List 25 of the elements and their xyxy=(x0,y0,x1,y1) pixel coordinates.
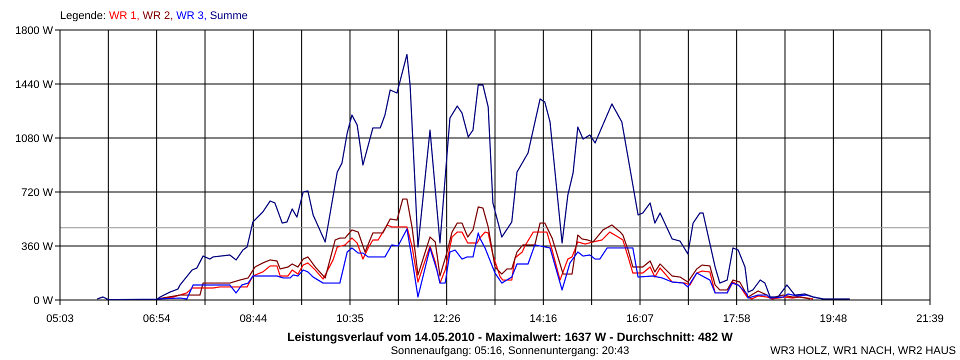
y-tick-label: 360 W xyxy=(21,241,54,253)
y-tick-label: 1800 W xyxy=(15,25,54,37)
y-tick-label: 1440 W xyxy=(15,79,54,91)
x-tick-label: 10:35 xyxy=(336,313,364,325)
y-tick-label: 720 W xyxy=(21,187,54,199)
y-tick-label: 0 W xyxy=(33,295,54,307)
text: WR 3, xyxy=(176,10,210,22)
text: Sonnenaufgang: 05:16, Sonnenuntergang: 20:43 xyxy=(390,345,630,357)
x-tick-label: 16:07 xyxy=(626,313,654,325)
x-tick-label: 05:03 xyxy=(46,313,74,325)
x-tick-label: 21:39 xyxy=(916,313,944,325)
x-tick-label: 12:26 xyxy=(432,313,460,325)
x-tick-label: 14:16 xyxy=(530,313,558,325)
text: WR3 HOLZ, WR1 NACH, WR2 HAUS xyxy=(770,345,956,357)
text: WR 1, xyxy=(108,10,143,22)
line-series xyxy=(96,54,850,300)
y-tick-label: 1080 W xyxy=(15,133,54,145)
text: WR 2, xyxy=(142,10,176,22)
x-tick-label: 06:54 xyxy=(142,313,170,325)
legend-title: Legende: xyxy=(60,10,109,22)
text: Summe xyxy=(210,10,248,22)
x-tick-label: 08:44 xyxy=(240,313,268,325)
text: Leistungsverlauf vom 14.05.2010 - Maximalwert: 1637 W - Durchschnitt: 482 W xyxy=(287,330,734,344)
x-tick-label: 19:48 xyxy=(820,313,848,325)
x-tick-label: 17:58 xyxy=(722,313,750,325)
